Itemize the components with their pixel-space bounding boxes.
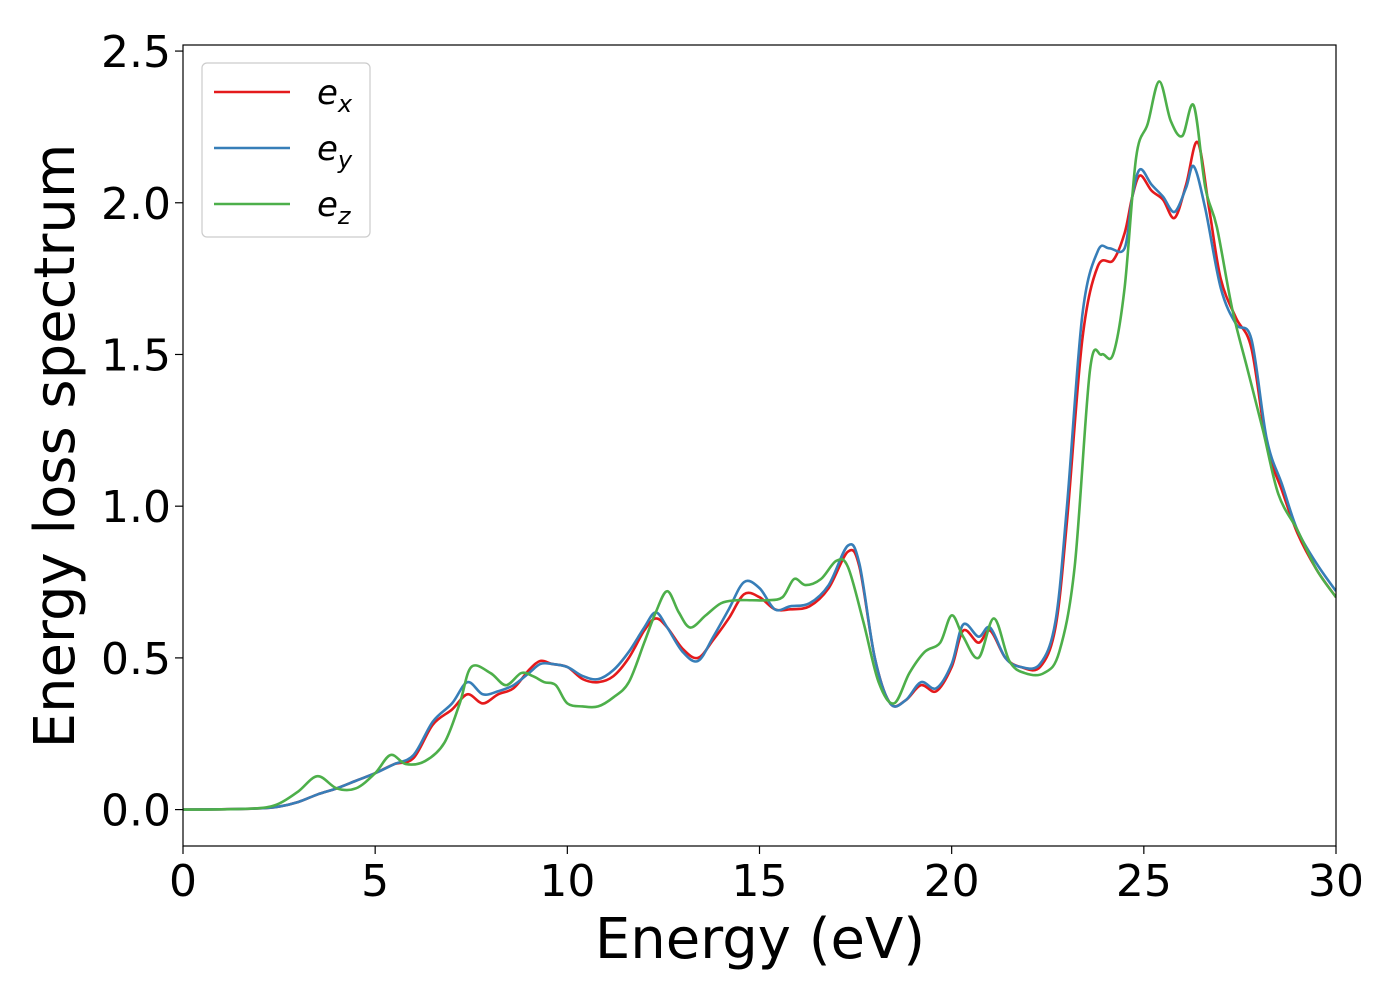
y-axis-ticks: 0.0 0.5 1.0 1.5 2.0 2.5 [101,27,183,837]
x-tick-label: 5 [361,856,389,907]
y-tick-label: 2.0 [101,179,171,230]
legend: ex ey ez [201,62,371,238]
series-line-e-y [183,164,1336,811]
y-axis-label: Energy loss spectrum [23,144,88,749]
legend-label: ex [317,73,353,118]
legend-label: ey [317,129,353,174]
series-line-e-z [183,80,1336,811]
legend-label: ez [317,185,352,230]
x-tick-label: 20 [924,856,980,907]
series-lines [183,80,1336,811]
y-tick-label: 2.5 [101,27,171,78]
x-tick-label: 0 [169,856,197,907]
x-tick-label: 25 [1116,856,1172,907]
y-tick-label: 0.0 [101,786,171,837]
x-tick-label: 30 [1308,856,1364,907]
legend-box [201,62,371,238]
y-tick-label: 1.0 [101,482,171,533]
series-line-e-x [183,140,1336,811]
y-tick-label: 1.5 [101,330,171,381]
x-axis-ticks: 0 5 10 15 20 25 30 [169,846,1364,907]
x-axis-label: Energy (eV) [595,907,925,972]
y-tick-label: 0.5 [101,634,171,685]
x-tick-label: 15 [732,856,788,907]
x-tick-label: 10 [539,856,595,907]
